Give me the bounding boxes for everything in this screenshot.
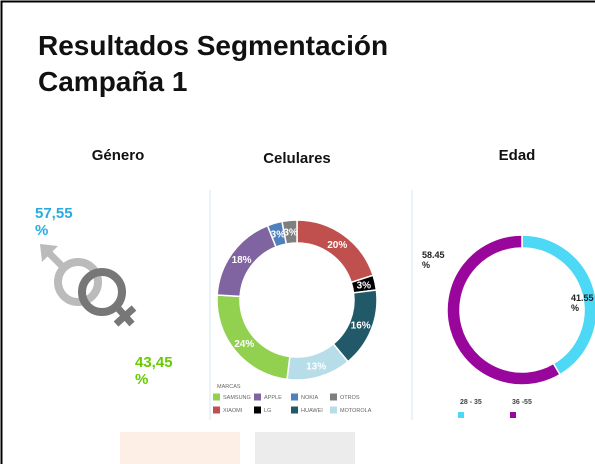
- legend-label: APPLE: [264, 395, 282, 401]
- value-label: 58.45 %: [422, 250, 445, 270]
- value-label: 41.55 %: [571, 293, 594, 313]
- legend-label: NOKIA: [301, 395, 318, 401]
- chart-title: Género: [92, 147, 145, 164]
- watermark: [255, 432, 355, 464]
- legend-swatch: [510, 412, 516, 418]
- legend-swatch: [291, 406, 298, 414]
- legend-swatch: [213, 393, 220, 401]
- chart-title: Edad: [499, 147, 536, 164]
- legend-swatch: [254, 406, 261, 414]
- legend-swatch: [213, 406, 220, 414]
- legend-label: MOTOROLA: [340, 408, 372, 414]
- slide-title: Resultados Segmentación Campaña 1: [38, 30, 389, 98]
- donut-slice: [296, 219, 375, 284]
- value-label: 16%: [351, 321, 371, 332]
- donut-slice: [216, 294, 291, 381]
- value-label: 3%: [271, 230, 286, 241]
- legend-swatch: [254, 393, 261, 401]
- value-label: 20%: [327, 240, 347, 251]
- legend-swatch: [330, 406, 337, 414]
- value-label: 3%: [283, 227, 298, 238]
- value-label: 43,45 %: [135, 354, 173, 388]
- legend-label: XIAOMI: [223, 408, 243, 414]
- gender-icon: [40, 244, 137, 327]
- legend-label: SAMSUNG: [223, 395, 251, 401]
- legend-title: MARCAS: [217, 384, 241, 390]
- legend-label: 36 -55: [512, 399, 532, 406]
- value-label: 24%: [234, 339, 254, 350]
- value-label: 13%: [306, 361, 326, 372]
- chart-title: Celulares: [263, 150, 331, 167]
- legend-label: LG: [264, 408, 271, 414]
- legend-swatch: [330, 393, 337, 401]
- donut-slice: [281, 219, 298, 245]
- value-label: 18%: [232, 255, 252, 266]
- legend-swatch: [458, 412, 464, 418]
- legend-label: 28 - 35: [460, 399, 482, 406]
- legend-swatch: [291, 393, 298, 401]
- value-label: 57,55 %: [35, 205, 73, 239]
- legend-label: OTROS: [340, 395, 360, 401]
- watermark: [120, 432, 240, 464]
- value-label: 3%: [357, 281, 372, 292]
- legend-label: HUAWEI: [301, 408, 323, 414]
- donut-slice: [446, 234, 562, 386]
